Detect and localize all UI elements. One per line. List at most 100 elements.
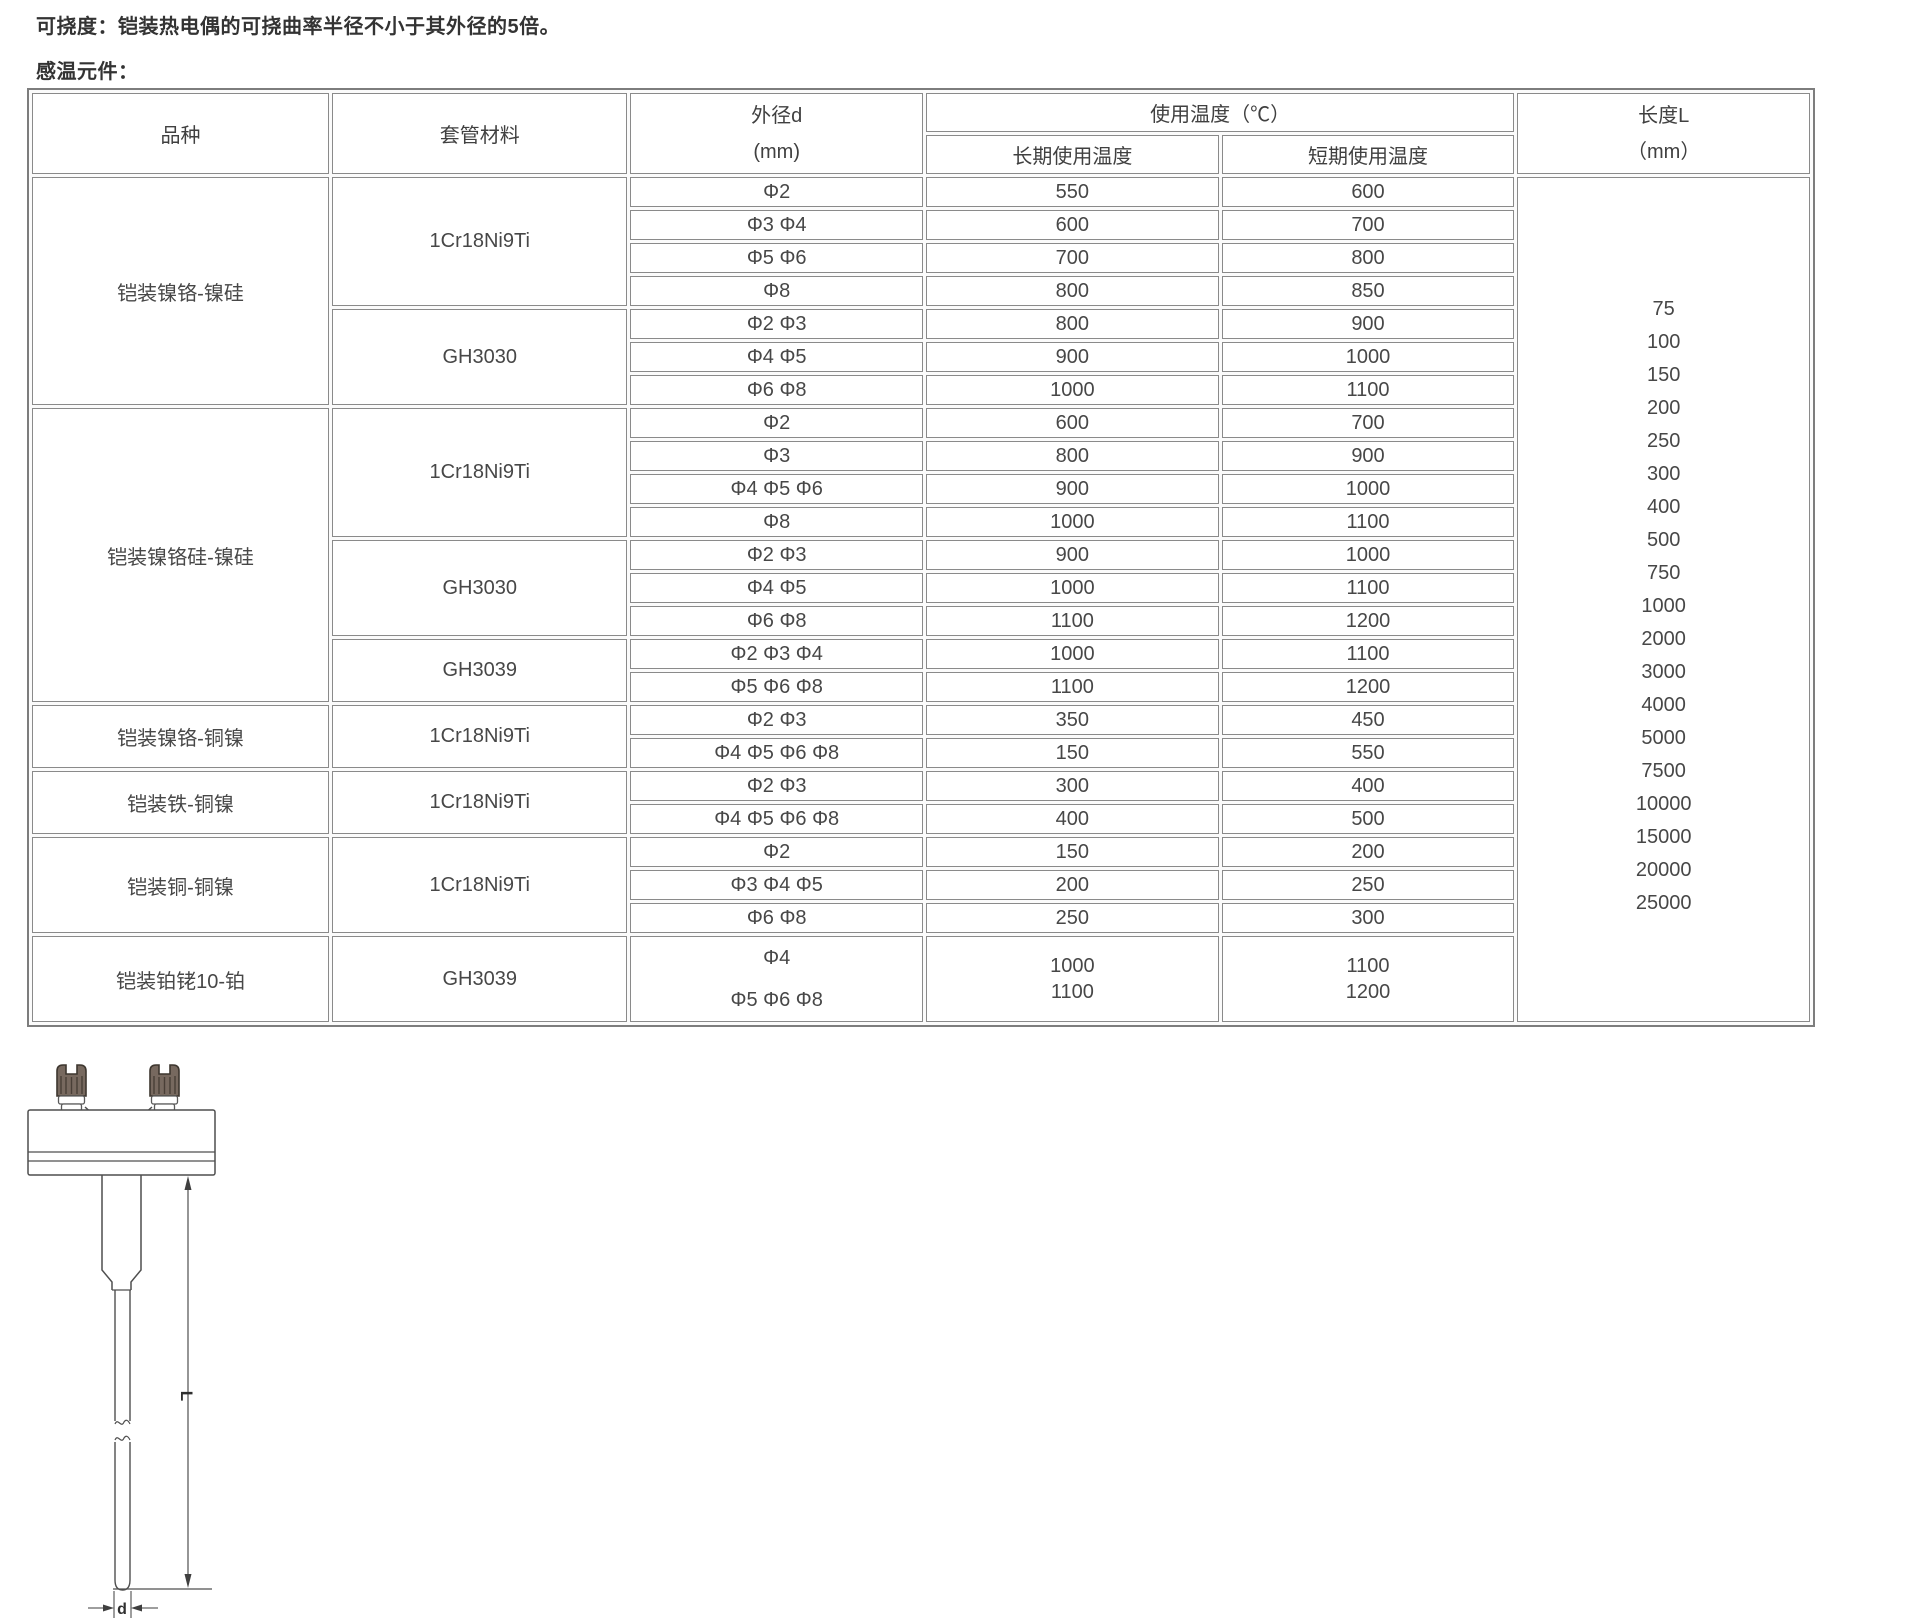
diameter-cell: Φ6 Φ8 (630, 375, 924, 405)
sheath-tube (114, 1290, 131, 1591)
table-row: Φ5 Φ6 700 800 (32, 243, 1810, 273)
length-value: 1000 (1641, 595, 1686, 617)
diameter-cell: Φ2 Φ3 (630, 540, 924, 570)
short-term-temp-cell: 1100 1200 (1221, 936, 1515, 1022)
diameter-cell: Φ4 Φ5 (630, 573, 924, 603)
flexibility-note: 可挠度：铠装热电偶的可挠曲率半径不小于其外径的5倍。 (36, 16, 561, 38)
long-term-temp-cell: 200 (926, 870, 1219, 900)
diameter-cell: Φ4 Φ5 Φ6 Φ8 (630, 936, 924, 1022)
table-row: 铠装铂铑10-铂 GH3039 Φ4 Φ5 Φ6 Φ8 1000 1100 1100 1… (32, 936, 1810, 1022)
length-value: 150 (1646, 364, 1681, 386)
length-value: 2000 (1641, 628, 1686, 650)
table-row: Φ4 Φ5 1000 1100 (32, 573, 1810, 603)
table-row: Φ4 Φ5 Φ6 Φ8 400 500 (32, 804, 1810, 834)
sensor-element-label: 感温元件： (36, 61, 139, 83)
header-outer-diameter: 外径d (mm) (630, 93, 924, 174)
material-cell: GH3039 (332, 639, 628, 702)
diameter-cell: Φ3 (630, 441, 924, 471)
long-term-temp-cell: 1100 (926, 606, 1219, 636)
diameter-cell: Φ2 (630, 408, 924, 438)
table-row: Φ3 Φ4 600 700 (32, 210, 1810, 240)
diameter-cell: Φ4 Φ5 Φ6 (630, 474, 924, 504)
long-term-temp-cell: 150 (926, 738, 1219, 768)
long-term-temp-cell: 150 (926, 837, 1219, 867)
short-term-temp-cell: 1000 (1221, 540, 1515, 570)
diameter-cell: Φ2 Φ3 (630, 705, 924, 735)
long-term-temp-cell: 700 (926, 243, 1219, 273)
table-row: 铠装铜-铜镍 1Cr18Ni9Ti Φ2 150 200 (32, 837, 1810, 933)
diameter-cell: Φ4 Φ5 Φ6 Φ8 (630, 804, 924, 834)
length-value: 100 (1646, 331, 1681, 353)
long-term-temp-cell: 250 (926, 903, 1219, 933)
material-cell: GH3039 (332, 936, 628, 1022)
short-term-temp-cell: 250 (1221, 870, 1515, 900)
variety-cell: 铠装镍铬-铜镍 (32, 705, 330, 768)
diameter-dimension (88, 1591, 158, 1618)
terminal-nut-left-icon (56, 1064, 87, 1112)
short-term-temp-cell: 450 (1221, 705, 1515, 735)
diameter-cell: Φ4 Φ5 (630, 342, 924, 372)
spec-table: 品种 套管材料 外径d (mm) 使用温度（℃） 长度L （mm） 长期使用温度… (27, 88, 1815, 1027)
table-row: Φ3 800 900 (32, 441, 1810, 471)
diameter-cell: Φ3 Φ4 (630, 210, 924, 240)
length-value: 75 (1652, 298, 1675, 320)
short-term-temp-cell: 1100 (1221, 375, 1515, 405)
length-value: 4000 (1641, 694, 1686, 716)
header-row-1: 品种 套管材料 外径d (mm) 使用温度（℃） 长度L （mm） (32, 93, 1810, 174)
long-term-temp-cell: 800 (926, 441, 1219, 471)
long-term-temp-cell: 900 (926, 540, 1219, 570)
length-value: 200 (1646, 397, 1681, 419)
short-term-temp-cell: 200 (1221, 837, 1515, 867)
table-row: Φ4 Φ5 Φ6 900 1000 (32, 474, 1810, 504)
table-row: 铠装镍铬-铜镍 1Cr18Ni9Ti Φ2 Φ3 350 450 (32, 705, 1810, 768)
variety-cell: 铠装镍铬-镍硅 (32, 177, 330, 405)
header-sheath-material: 套管材料 (332, 93, 628, 174)
long-term-temp-cell: 1100 (926, 672, 1219, 702)
length-value: 10000 (1635, 793, 1692, 815)
short-term-temp-cell: 1000 (1221, 342, 1515, 372)
material-cell: 1Cr18Ni9Ti (332, 177, 628, 306)
header-row-2: 长期使用温度 短期使用温度 (32, 135, 1810, 174)
diameter-cell: Φ4 Φ5 Φ6 Φ8 (630, 738, 924, 768)
long-term-temp-cell: 800 (926, 309, 1219, 339)
header-length: 长度L （mm） (1517, 93, 1810, 174)
table-row: GH3039 Φ2 Φ3 Φ4 1000 1100 (32, 639, 1810, 702)
connection-head (27, 1109, 216, 1176)
diameter-cell: Φ6 Φ8 (630, 606, 924, 636)
short-term-temp-cell: 1200 (1221, 672, 1515, 702)
material-cell: 1Cr18Ni9Ti (332, 771, 628, 834)
header-service-temp: 使用温度（℃） (926, 93, 1515, 132)
length-dimension (113, 1176, 212, 1590)
long-term-temp-cell: 550 (926, 177, 1219, 207)
long-term-temp-cell: 600 (926, 210, 1219, 240)
long-term-temp-cell: 900 (926, 474, 1219, 504)
diameter-cell: Φ8 (630, 507, 924, 537)
table-row: GH3030 Φ2 Φ3 900 1000 (32, 540, 1810, 636)
table-row: 铠装铁-铜镍 1Cr18Ni9Ti Φ2 Φ3 300 400 (32, 771, 1810, 834)
table-row: Φ8 1000 1100 (32, 507, 1810, 537)
header-long-term-temp: 长期使用温度 (926, 135, 1219, 174)
short-term-temp-cell: 1100 (1221, 573, 1515, 603)
long-term-temp-cell: 300 (926, 771, 1219, 801)
diameter-cell: Φ3 Φ4 Φ5 (630, 870, 924, 900)
diameter-cell: Φ6 Φ8 (630, 903, 924, 933)
material-cell: GH3030 (332, 540, 628, 636)
long-term-temp-cell: 400 (926, 804, 1219, 834)
length-value: 250 (1646, 430, 1681, 452)
header-short-term-temp: 短期使用温度 (1221, 135, 1515, 174)
diameter-cell: Φ5 Φ6 (630, 243, 924, 273)
header-variety: 品种 (32, 93, 330, 174)
table-row: Φ6 Φ8 250 300 (32, 903, 1810, 933)
length-value: 750 (1646, 562, 1681, 584)
diameter-cell: Φ2 (630, 177, 924, 207)
variety-cell: 铠装镍铬硅-镍硅 (32, 408, 330, 702)
short-term-temp-cell: 300 (1221, 903, 1515, 933)
diameter-cell: Φ2 Φ3 (630, 309, 924, 339)
spec-table-header: 品种 套管材料 外径d (mm) 使用温度（℃） 长度L （mm） 长期使用温度… (32, 93, 1810, 174)
terminal-nut-right-icon (149, 1064, 180, 1112)
short-term-temp-cell: 700 (1221, 210, 1515, 240)
long-term-temp-cell: 350 (926, 705, 1219, 735)
material-cell: 1Cr18Ni9Ti (332, 705, 628, 768)
diameter-cell: Φ2 Φ3 (630, 771, 924, 801)
material-cell: GH3030 (332, 309, 628, 405)
